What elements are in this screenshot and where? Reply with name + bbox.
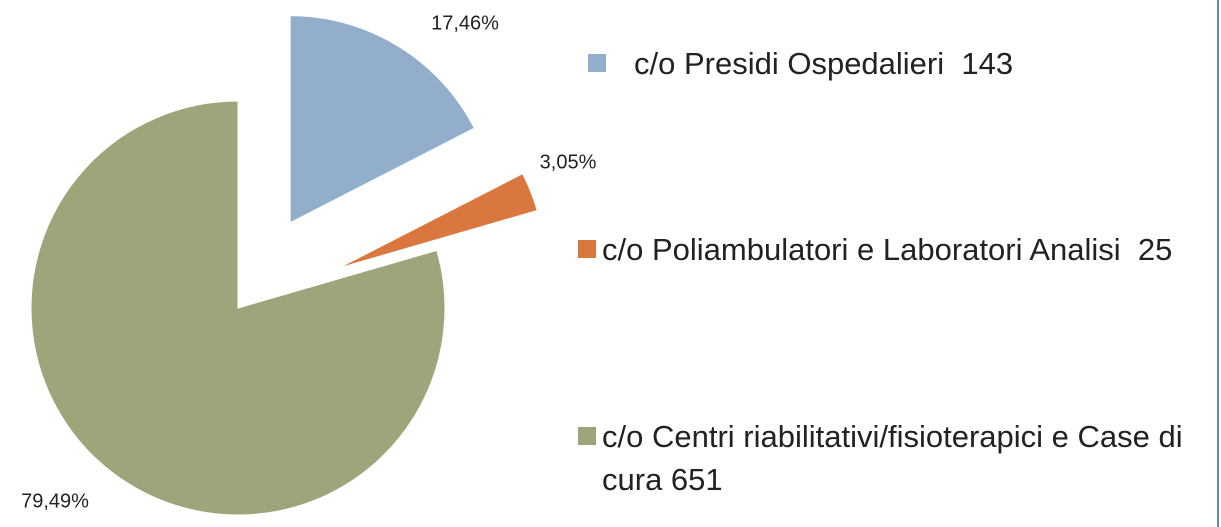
legend-label: c/o Centri riabilitativi/fisioterapici e… — [602, 419, 1192, 498]
pie-slice — [30, 100, 446, 516]
legend-label: c/o Poliambulatori e Laboratori Analisi … — [602, 232, 1173, 267]
legend-item: c/o Centri riabilitativi/fisioterapici e… — [578, 415, 1212, 502]
legend-swatch — [578, 427, 596, 445]
pie-slice — [338, 173, 538, 269]
legend-swatch — [588, 54, 606, 72]
legend-swatch — [578, 240, 596, 258]
data-label: 79,49% — [21, 490, 89, 512]
data-label: 17,46% — [431, 12, 499, 34]
legend-item: c/o Presidi Ospedalieri 143 — [588, 42, 1212, 85]
legend-label: c/o Presidi Ospedalieri 143 — [634, 46, 1014, 81]
data-label: 3,05% — [540, 151, 597, 173]
pie-slice — [289, 15, 476, 224]
legend-item: c/o Poliambulatori e Laboratori Analisi … — [578, 228, 1212, 271]
